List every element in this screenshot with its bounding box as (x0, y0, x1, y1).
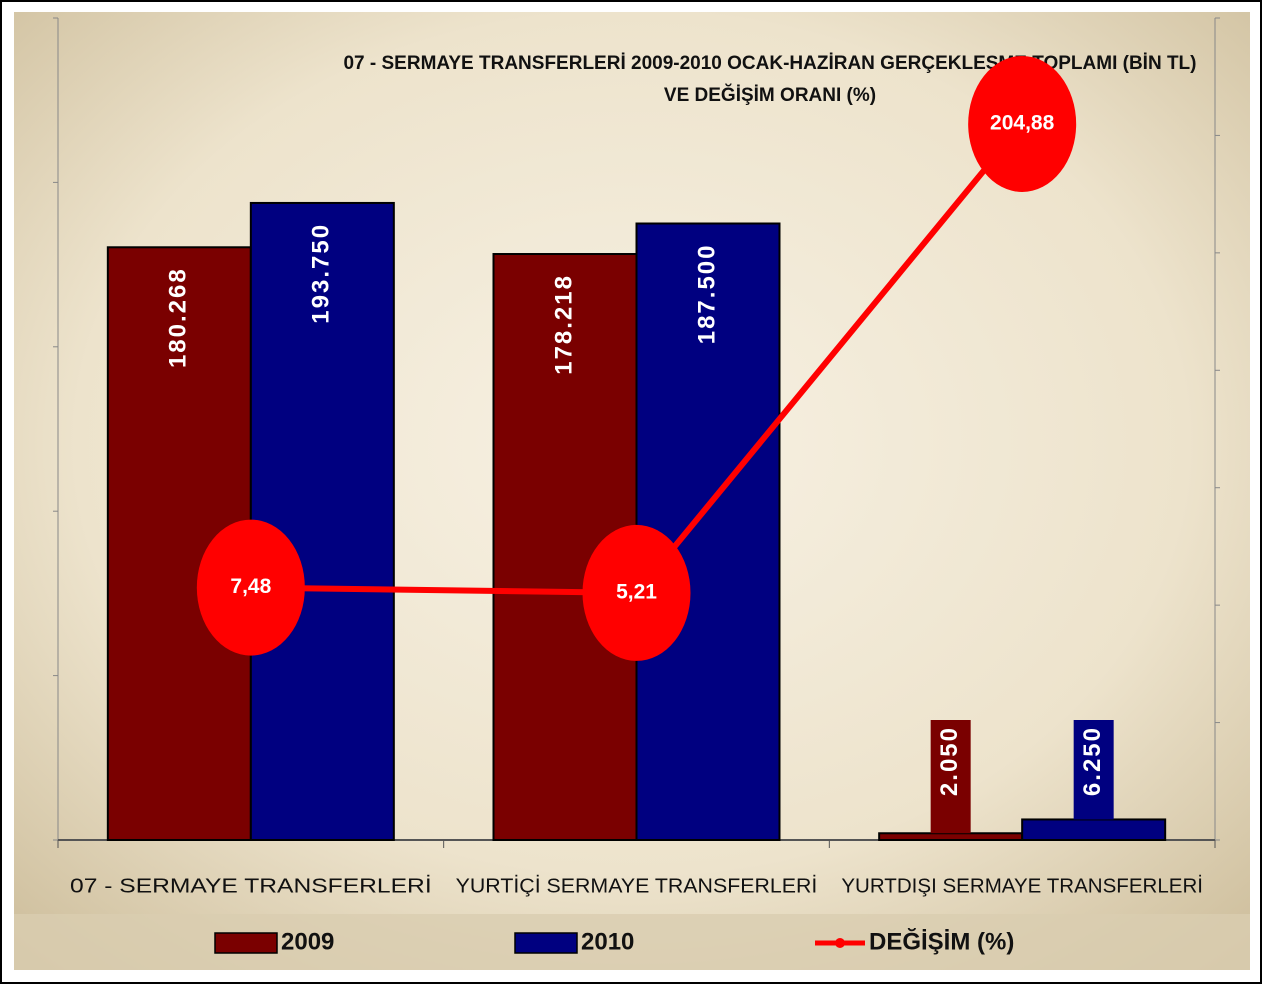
legend-label: 2009 (281, 928, 334, 955)
marker (968, 55, 1077, 192)
value-label-box (1073, 720, 1114, 820)
value-label: 180.268 (165, 267, 192, 368)
x-tick-label: YURTDIŞI SERMAYE TRANSFERLERİ (841, 874, 1203, 897)
bar (1021, 818, 1167, 842)
value-label: 7,48 (230, 575, 271, 598)
legend-swatch (214, 932, 278, 954)
value-label: 2.050 (936, 726, 963, 796)
chart-title: 07 - SERMAYE TRANSFERLERİ 2009-2010 OCAK… (343, 53, 1196, 74)
value-label: 187.500 (693, 244, 720, 345)
x-tick-label: 07 - SERMAYE TRANSFERLERİ (70, 874, 432, 897)
value-label: 204,88 (990, 112, 1055, 135)
bar (249, 201, 395, 841)
marker (196, 519, 305, 656)
value-label: 193.750 (308, 223, 335, 324)
bar (878, 832, 1024, 841)
marker (582, 524, 691, 661)
value-label-box (930, 720, 971, 834)
legend-swatch (514, 932, 578, 954)
legend-label: DEĞİŞİM (%) (869, 927, 1014, 955)
x-tick-label: YURTİÇİ SERMAYE TRANSFERLERİ (456, 874, 818, 897)
legend-swatch (835, 938, 845, 948)
chart-title: VE DEĞİŞİM ORANI (%) (664, 84, 876, 106)
value-label: 6.250 (1079, 726, 1106, 796)
value-label: 5,21 (616, 580, 657, 603)
legend-label: 2010 (581, 928, 634, 955)
value-label: 178.218 (550, 274, 577, 375)
